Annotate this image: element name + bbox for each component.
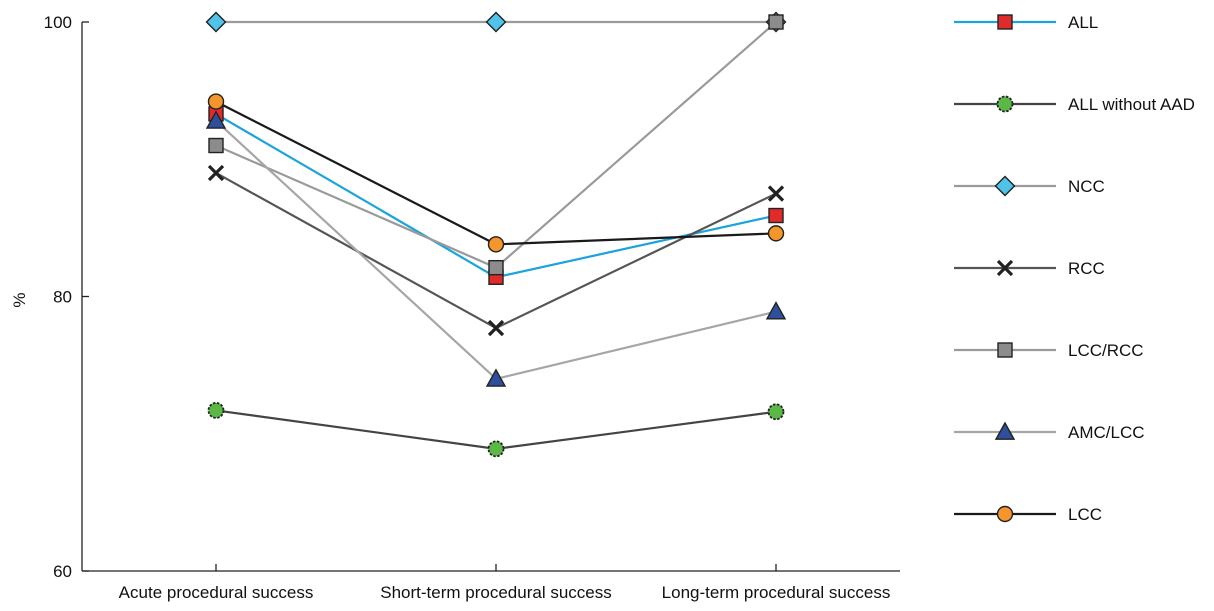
- legend-marker: [994, 421, 1016, 440]
- legend-item-all-without-aad: ALL without AAD: [954, 95, 1195, 114]
- y-axis-label: %: [10, 292, 29, 307]
- data-point-amc-lcc: [205, 110, 227, 129]
- data-point-all-without-aad: [767, 403, 785, 421]
- data-point-lcc: [487, 236, 505, 253]
- series-markers-rcc: [207, 164, 785, 337]
- legend-label: AMC/LCC: [1068, 423, 1145, 442]
- axes: 60 80 100 Acute procedural success Short-ter…: [10, 13, 900, 602]
- data-point-rcc: [487, 319, 505, 337]
- legend: ALL ALL without AAD NCC RCC LCC/RCC AMC/LCC LC…: [954, 13, 1195, 524]
- y-tick-label: 80: [53, 288, 72, 307]
- legend-item-rcc: RCC: [954, 259, 1105, 278]
- x-category-label: Short-term procedural success: [380, 583, 611, 602]
- legend-marker: [997, 14, 1013, 30]
- y-tick-label: 100: [44, 13, 72, 32]
- legend-item-ncc: NCC: [954, 175, 1105, 197]
- legend-item-all: ALL: [954, 13, 1098, 32]
- legend-item-lcc-rcc: LCC/RCC: [954, 341, 1144, 360]
- legend-marker: [996, 259, 1014, 277]
- legend-label: LCC: [1068, 505, 1102, 524]
- series-markers-lcc-rcc: [208, 14, 784, 276]
- legend-marker: [994, 175, 1016, 197]
- data-point-rcc: [207, 164, 225, 182]
- data-point-lcc: [207, 93, 225, 110]
- legend-label: ALL without AAD: [1068, 95, 1195, 114]
- y-tick-label: 60: [53, 562, 72, 581]
- legend-label: RCC: [1068, 259, 1105, 278]
- legend-label: ALL: [1068, 13, 1098, 32]
- series-markers-all-without-aad: [207, 402, 785, 458]
- x-category-label: Acute procedural success: [119, 583, 314, 602]
- data-point-ncc: [485, 11, 507, 33]
- legend-label: LCC/RCC: [1068, 341, 1144, 360]
- data-point-lcc: [767, 225, 785, 242]
- data-point-all-without-aad: [487, 440, 505, 458]
- data-point-rcc: [767, 185, 785, 202]
- marker-stroke: [996, 259, 1014, 277]
- legend-item-lcc: LCC: [954, 505, 1102, 524]
- legend-marker: [996, 505, 1014, 523]
- x-category-label: Long-term procedural success: [662, 583, 891, 602]
- legend-item-amc-lcc: AMC/LCC: [954, 421, 1145, 442]
- series-markers: [205, 11, 787, 458]
- data-point-lcc-rcc: [488, 259, 504, 276]
- series-markers-all: [208, 106, 784, 285]
- marker-stroke: [487, 319, 505, 337]
- data-point-amc-lcc: [485, 368, 507, 387]
- data-point-ncc: [205, 11, 227, 33]
- series-line-lcc: [215, 100, 777, 246]
- data-point-lcc-rcc: [208, 137, 224, 154]
- legend-marker: [996, 95, 1014, 113]
- series-line-all: [215, 113, 777, 279]
- data-point-all-without-aad: [207, 402, 225, 419]
- data-point-all: [768, 207, 784, 224]
- marker-stroke: [207, 164, 225, 182]
- data-point-amc-lcc: [765, 301, 787, 320]
- legend-marker: [997, 342, 1013, 358]
- legend-label: NCC: [1068, 177, 1105, 196]
- marker-stroke: [767, 185, 785, 202]
- series-markers-lcc: [207, 93, 785, 253]
- data-point-lcc-rcc: [768, 14, 784, 30]
- series-markers-amc-lcc: [205, 110, 787, 387]
